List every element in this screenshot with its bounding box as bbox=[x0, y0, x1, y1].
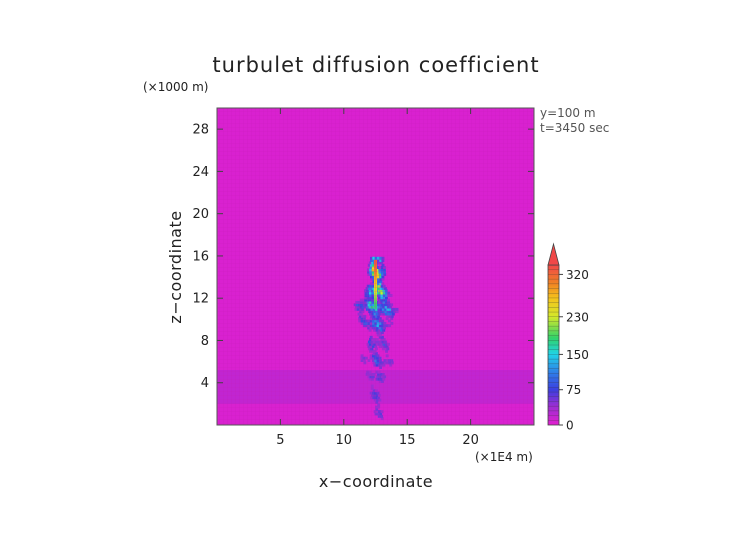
y-tick-label: 28 bbox=[192, 123, 209, 138]
colorbar: 0 75 150 230 320 bbox=[547, 242, 589, 433]
x-tick-label: 20 bbox=[462, 433, 479, 448]
y-tick-label: 16 bbox=[192, 249, 209, 264]
y-axis-label: z−coordinate bbox=[166, 210, 185, 323]
colorbar-tick-label: 75 bbox=[566, 383, 581, 397]
y-tick-label: 4 bbox=[201, 376, 209, 391]
colorbar-tick-label: 230 bbox=[566, 310, 589, 324]
plot-area bbox=[217, 108, 534, 425]
colorbar-ticks: 0 75 150 230 320 bbox=[548, 268, 589, 433]
colorbar-tick-label: 150 bbox=[566, 348, 589, 362]
y-tick-label: 12 bbox=[192, 292, 209, 307]
annotation-t: t=3450 sec bbox=[540, 121, 609, 135]
grid-overlay bbox=[217, 108, 534, 425]
x-axis-label: x−coordinate bbox=[319, 472, 433, 491]
y-unit-label: (×1000 m) bbox=[143, 80, 208, 94]
colorbar-tick-label: 0 bbox=[566, 419, 574, 433]
colorbar-tick-label: 320 bbox=[566, 268, 589, 282]
colorbar-extend-arrow bbox=[547, 242, 560, 266]
annotation-y: y=100 m bbox=[540, 106, 596, 120]
x-tick-label: 15 bbox=[399, 433, 416, 448]
x-tick-label: 10 bbox=[336, 433, 353, 448]
y-axis: 4 8 12 16 20 24 28 bbox=[192, 123, 534, 391]
x-tick-label: 5 bbox=[276, 433, 284, 448]
plot-frame bbox=[216, 107, 535, 426]
x-axis: 5 10 15 20 bbox=[276, 108, 479, 448]
y-tick-label: 20 bbox=[192, 207, 209, 222]
chart-title: turbulet diffusion coefficient bbox=[212, 53, 539, 77]
x-unit-label: (×1E4 m) bbox=[475, 450, 533, 464]
y-tick-label: 24 bbox=[192, 165, 209, 180]
y-tick-label: 8 bbox=[201, 334, 209, 349]
